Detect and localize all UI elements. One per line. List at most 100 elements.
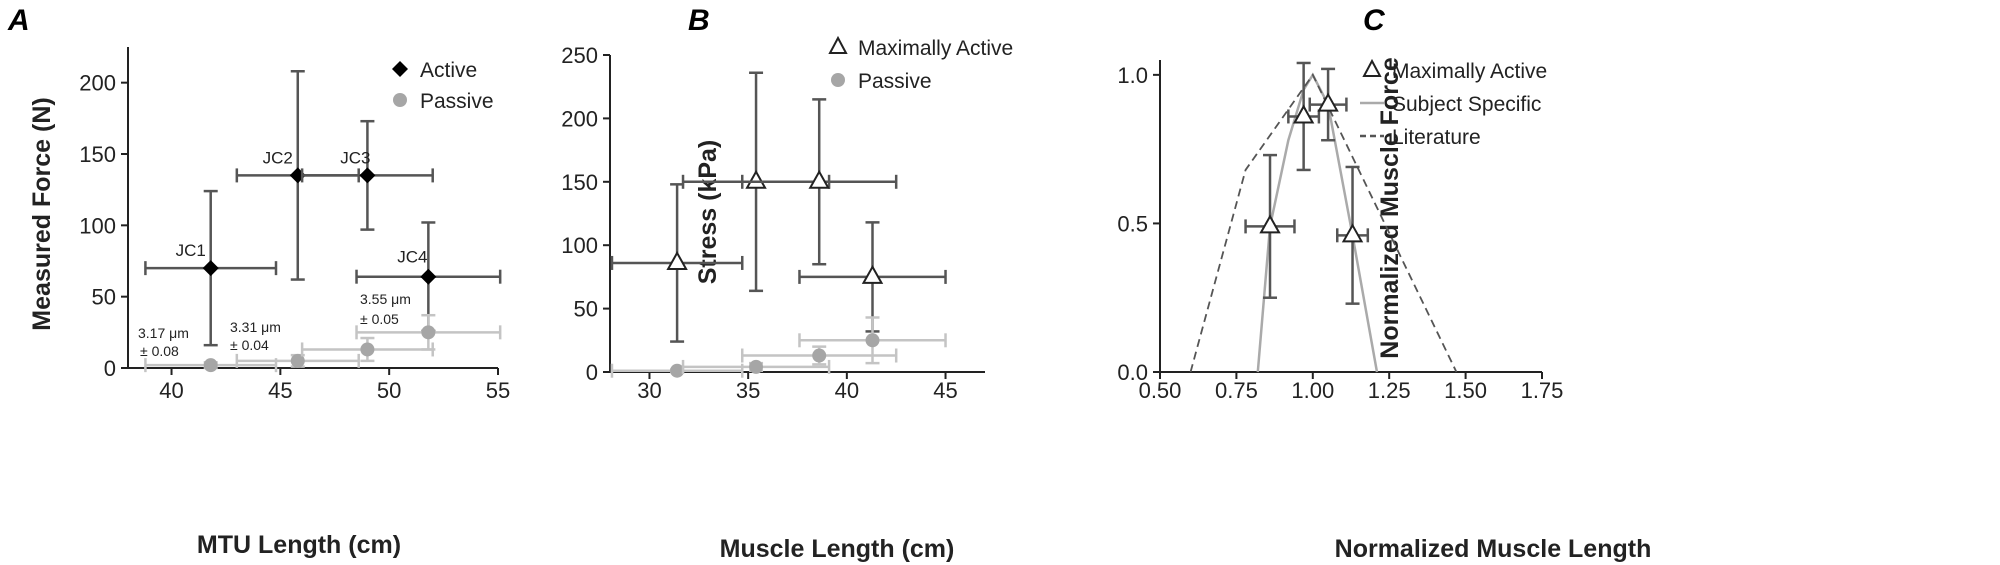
panel-b-point [681,359,831,374]
panel-a-point [235,353,360,368]
panel-c-point [1335,165,1370,305]
circle-marker [421,325,436,340]
point-label: JC4 [397,248,427,267]
panel-c-xtick-label: 0.75 [1215,378,1258,403]
point-label: JC3 [340,148,370,167]
legend-diamond-marker [392,61,408,77]
triangle-marker [861,264,884,284]
panel-b-legend: Maximally Active Passive [828,35,1013,93]
annotation-jc1-sd: ± 0.08 [140,343,179,359]
panel-a-xtick-label: 45 [268,378,292,403]
legend-label: Maximally Active [1392,60,1547,83]
panel-c-point [1308,67,1348,142]
panel-b-xtick-label: 40 [835,378,859,403]
panel-a-point [355,313,502,351]
panel-b-plot: 30 35 40 45 0 50 100 150 200 250 Maximally Active P… [561,35,1013,403]
panel-a-ytick-label: 150 [79,142,116,167]
plots: 40 45 50 55 0 50 100 150 200 JC1 JC2 JC3 JC4 Active Pa… [79,35,1564,403]
panel-b-point [610,183,744,343]
panel-c-line-subject-specific [1256,72,1379,373]
triangle-marker [666,250,688,270]
panel-a-point [300,336,434,363]
circle-marker [670,363,685,378]
panel-a-point: JC1 [144,189,278,347]
panel-a-ytick-label: 100 [79,213,116,238]
triangle-marker [1317,92,1339,112]
point-label: JC2 [263,148,293,167]
legend-circle-marker [393,93,407,107]
panel-a-ytick-label: 0 [104,356,116,381]
legend-label: Passive [420,90,494,113]
point-label: JC1 [176,241,206,260]
panel-a-plot: 40 45 50 55 0 50 100 150 200 JC1 JC2 JC3 JC4 Active Pa… [79,47,510,403]
panel-a-legend: Active Passive [392,59,494,113]
panel-b-ytick-label: 150 [561,170,598,195]
legend-label: Active [420,59,477,82]
panel-c-xtick-label: 1.50 [1444,378,1487,403]
triangle-marker [1292,104,1315,124]
diamond-marker [359,167,376,184]
panel-label-c: C [1363,4,1386,37]
panel-b-xtick-label: 30 [637,378,661,403]
panel-a-xtick-label: 55 [486,378,510,403]
panel-a-point: JC3 [300,119,434,231]
legend-label: Passive [858,70,932,93]
panel-b-ylabel: Stress (kPa) [694,140,722,285]
legend-triangle-marker [828,35,848,54]
panel-b-ytick-label: 100 [561,233,598,258]
panel-c-ytick-label: 1.0 [1117,63,1148,88]
circle-marker [865,333,880,348]
panel-b-point [610,363,744,378]
panel-c-point [1287,61,1321,172]
panel-c-xtick-label: 0.50 [1139,378,1182,403]
annotation-jc2-sd: ± 0.04 [230,337,269,353]
panel-c-ylabel: Normalized Muscle Force [1376,57,1404,359]
panel-c-plot: 0.50 0.75 1.00 1.25 1.50 1.75 0.0 0.5 1.0 Maximal… [1117,58,1564,403]
panel-a-ytick-label: 200 [79,71,116,96]
panel-a-annotations: 3.17 μm ± 0.08 3.31 μm ± 0.04 3.55 μm ± … [138,291,411,359]
legend-triangle-marker [1362,58,1382,77]
panel-label-a: A [7,4,30,37]
panel-a-point: JC4 [355,221,502,333]
circle-marker [290,353,305,368]
annotation-jc1-sarcomere: 3.17 μm [138,325,189,341]
legend-circle-marker [831,73,845,87]
panel-a-xlabel: MTU Length (cm) [197,531,401,559]
panel-c-xtick-label: 1.25 [1368,378,1411,403]
triangle-marker [808,169,830,189]
panel-b-point [798,316,947,365]
circle-marker [749,359,764,374]
annotation-jc3-sd: ± 0.05 [360,311,399,327]
triangle-marker [745,169,767,189]
panel-c-point [1244,153,1296,299]
panel-a-xtick-label: 50 [377,378,401,403]
panel-b-xtick-label: 35 [736,378,760,403]
legend-label: Subject Specific [1392,93,1541,116]
panel-b-xtick-label: 45 [933,378,957,403]
diamond-marker [202,260,219,277]
legend-label: Maximally Active [858,37,1013,60]
circle-marker [203,358,218,373]
panel-b-ytick-label: 0 [586,360,598,385]
circle-marker [360,342,375,357]
panel-a-ylabel: Measured Force (N) [28,97,56,330]
panel-c-legend: Maximally Active Subject Specific Literatu… [1360,58,1547,149]
panel-c-xtick-label: 1.75 [1521,378,1564,403]
panel-c-ytick-label: 0.5 [1117,211,1148,236]
triangle-marker [1259,214,1281,234]
panel-b-point [798,221,947,333]
panel-b-point [740,345,898,366]
annotation-jc3-sarcomere: 3.55 μm [360,291,411,307]
panel-c-ytick-label: 0.0 [1117,360,1148,385]
panel-c-line-literature [1189,73,1458,373]
diamond-marker [420,268,437,285]
panel-c-xlabel: Normalized Muscle Length [1335,535,1652,563]
triangle-marker [1341,223,1364,243]
legend-label: Literature [1392,126,1481,149]
panel-label-b: B [688,4,710,37]
panel-b-ytick-label: 200 [561,106,598,131]
circle-marker [812,348,827,363]
annotation-jc2-sarcomere: 3.31 μm [230,319,281,335]
panel-b-ytick-label: 250 [561,43,598,68]
